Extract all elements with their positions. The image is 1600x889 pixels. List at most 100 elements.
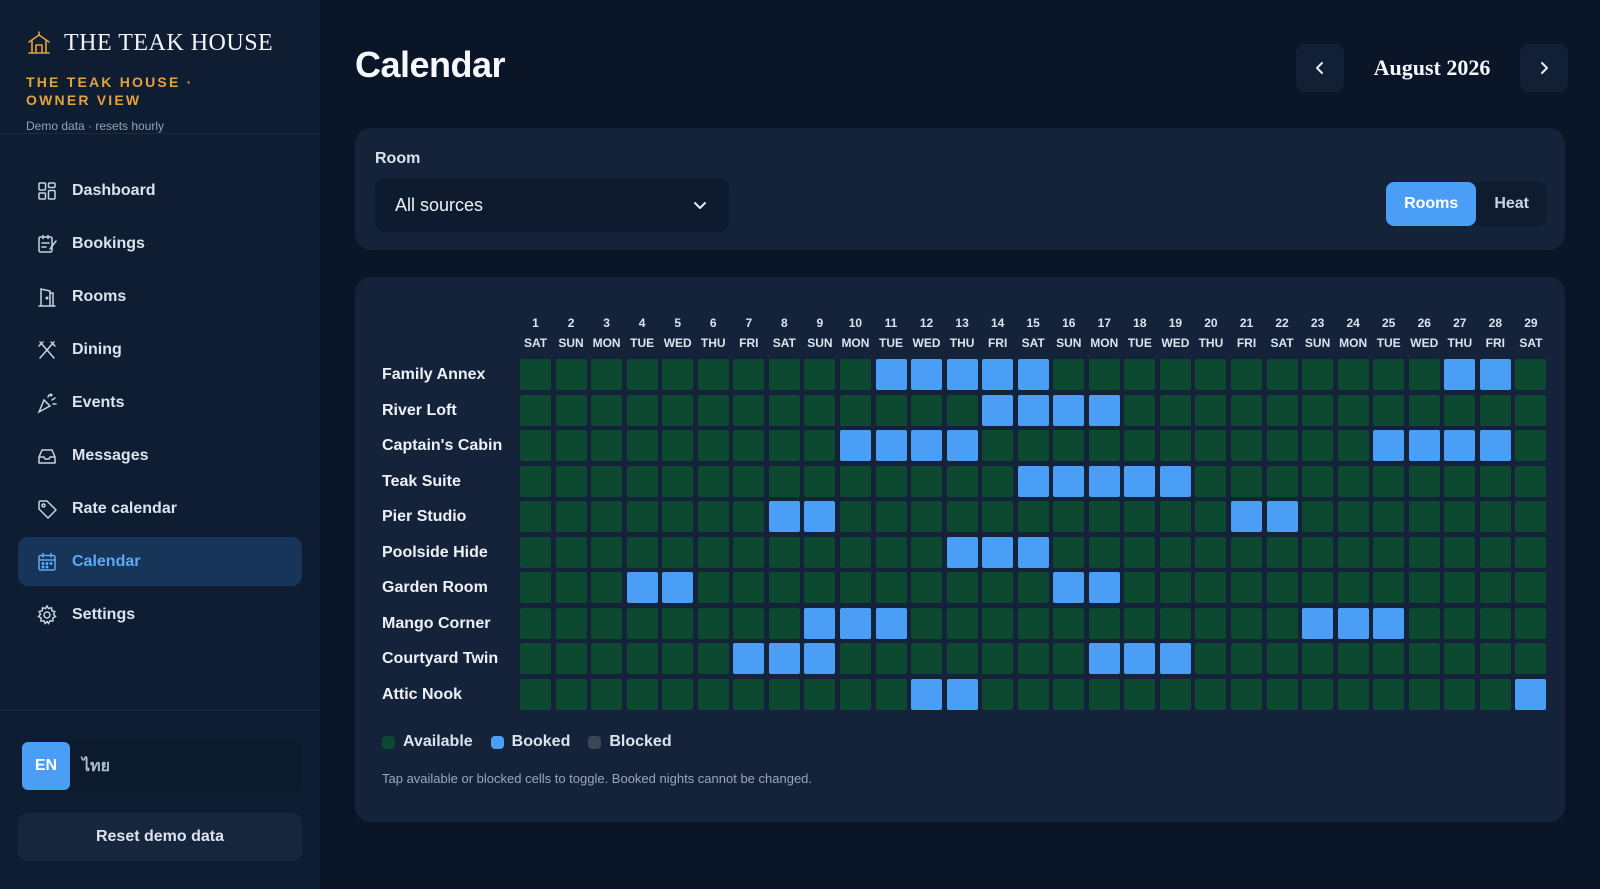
available-cell[interactable]: [1159, 359, 1191, 390]
available-cell[interactable]: [520, 430, 551, 462]
available-cell[interactable]: [839, 465, 871, 497]
sidebar-item-events[interactable]: Events: [18, 378, 302, 427]
available-cell[interactable]: [1231, 394, 1262, 426]
available-cell[interactable]: [768, 536, 800, 568]
available-cell[interactable]: [1515, 643, 1547, 675]
available-cell[interactable]: [520, 643, 551, 675]
available-cell[interactable]: [911, 501, 943, 533]
available-cell[interactable]: [555, 465, 587, 497]
available-cell[interactable]: [733, 359, 765, 390]
available-cell[interactable]: [591, 678, 623, 710]
available-cell[interactable]: [875, 394, 907, 426]
available-cell[interactable]: [1159, 678, 1191, 710]
available-cell[interactable]: [626, 643, 658, 675]
available-cell[interactable]: [733, 607, 765, 639]
available-cell[interactable]: [1159, 501, 1191, 533]
available-cell[interactable]: [1017, 430, 1049, 462]
available-cell[interactable]: [1088, 607, 1120, 639]
available-cell[interactable]: [1479, 643, 1511, 675]
available-cell[interactable]: [626, 359, 658, 390]
available-cell[interactable]: [1195, 359, 1227, 390]
available-cell[interactable]: [662, 465, 694, 497]
sidebar-item-calendar[interactable]: Calendar: [18, 537, 302, 586]
available-cell[interactable]: [1515, 465, 1547, 497]
available-cell[interactable]: [1053, 430, 1085, 462]
available-cell[interactable]: [1088, 678, 1120, 710]
available-cell[interactable]: [1231, 572, 1262, 604]
available-cell[interactable]: [697, 394, 729, 426]
available-cell[interactable]: [591, 643, 623, 675]
available-cell[interactable]: [768, 430, 800, 462]
available-cell[interactable]: [662, 643, 694, 675]
available-cell[interactable]: [1017, 572, 1049, 604]
available-cell[interactable]: [626, 501, 658, 533]
available-cell[interactable]: [697, 430, 729, 462]
available-cell[interactable]: [1231, 430, 1262, 462]
available-cell[interactable]: [946, 607, 978, 639]
available-cell[interactable]: [875, 678, 907, 710]
available-cell[interactable]: [1302, 678, 1334, 710]
available-cell[interactable]: [1195, 465, 1227, 497]
available-cell[interactable]: [1444, 572, 1476, 604]
available-cell[interactable]: [1337, 536, 1369, 568]
available-cell[interactable]: [1515, 359, 1547, 390]
lang-en-button[interactable]: EN: [22, 742, 70, 790]
available-cell[interactable]: [1408, 359, 1440, 390]
available-cell[interactable]: [1515, 572, 1547, 604]
available-cell[interactable]: [662, 607, 694, 639]
available-cell[interactable]: [1124, 678, 1156, 710]
available-cell[interactable]: [520, 501, 551, 533]
available-cell[interactable]: [1444, 643, 1476, 675]
available-cell[interactable]: [804, 465, 836, 497]
available-cell[interactable]: [1479, 536, 1511, 568]
available-cell[interactable]: [768, 572, 800, 604]
available-cell[interactable]: [591, 536, 623, 568]
reset-demo-button[interactable]: Reset demo data: [18, 813, 302, 861]
available-cell[interactable]: [875, 465, 907, 497]
available-cell[interactable]: [555, 572, 587, 604]
available-cell[interactable]: [1408, 572, 1440, 604]
available-cell[interactable]: [1302, 536, 1334, 568]
available-cell[interactable]: [911, 572, 943, 604]
available-cell[interactable]: [697, 572, 729, 604]
available-cell[interactable]: [520, 465, 551, 497]
available-cell[interactable]: [1124, 536, 1156, 568]
available-cell[interactable]: [1337, 359, 1369, 390]
available-cell[interactable]: [839, 359, 871, 390]
sidebar-item-settings[interactable]: Settings: [18, 590, 302, 639]
available-cell[interactable]: [982, 607, 1014, 639]
available-cell[interactable]: [1479, 607, 1511, 639]
available-cell[interactable]: [1159, 607, 1191, 639]
available-cell[interactable]: [1337, 501, 1369, 533]
available-cell[interactable]: [839, 394, 871, 426]
available-cell[interactable]: [1479, 572, 1511, 604]
available-cell[interactable]: [662, 359, 694, 390]
available-cell[interactable]: [520, 359, 551, 390]
available-cell[interactable]: [982, 678, 1014, 710]
available-cell[interactable]: [1373, 643, 1405, 675]
sidebar-item-bookings[interactable]: Bookings: [18, 219, 302, 268]
available-cell[interactable]: [1373, 394, 1405, 426]
available-cell[interactable]: [768, 607, 800, 639]
available-cell[interactable]: [733, 572, 765, 604]
available-cell[interactable]: [520, 572, 551, 604]
available-cell[interactable]: [1479, 501, 1511, 533]
available-cell[interactable]: [1195, 643, 1227, 675]
lang-th-button[interactable]: ไทย: [82, 757, 110, 775]
available-cell[interactable]: [697, 643, 729, 675]
available-cell[interactable]: [555, 536, 587, 568]
available-cell[interactable]: [733, 465, 765, 497]
available-cell[interactable]: [1053, 536, 1085, 568]
available-cell[interactable]: [875, 536, 907, 568]
available-cell[interactable]: [1444, 501, 1476, 533]
available-cell[interactable]: [839, 501, 871, 533]
available-cell[interactable]: [1195, 572, 1227, 604]
available-cell[interactable]: [1266, 465, 1298, 497]
available-cell[interactable]: [804, 430, 836, 462]
available-cell[interactable]: [1124, 430, 1156, 462]
available-cell[interactable]: [1373, 572, 1405, 604]
available-cell[interactable]: [1195, 501, 1227, 533]
available-cell[interactable]: [591, 394, 623, 426]
available-cell[interactable]: [1195, 536, 1227, 568]
available-cell[interactable]: [1195, 430, 1227, 462]
